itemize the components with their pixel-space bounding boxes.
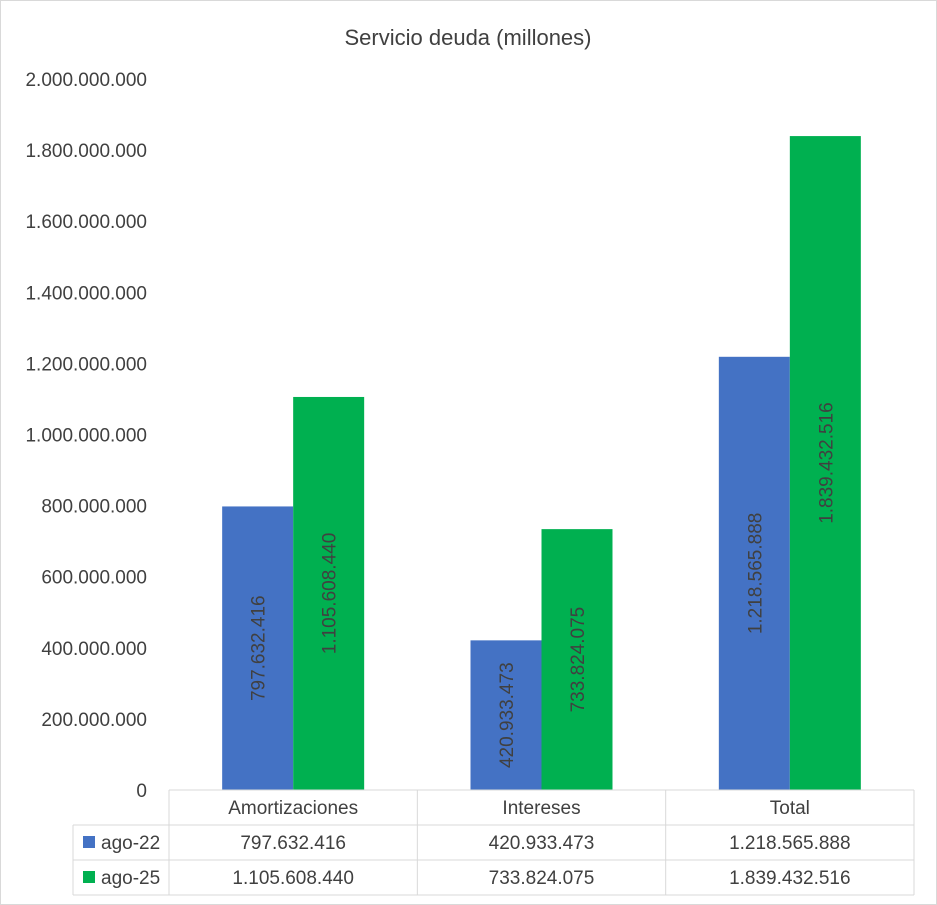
- table-cell: 797.632.416: [240, 833, 346, 854]
- table-cell: 733.824.075: [489, 868, 595, 889]
- y-tick-label: 600.000.000: [41, 568, 147, 589]
- bar-ago-25-intereses: [541, 529, 613, 790]
- bar-data-label: 733.824.075: [568, 607, 589, 713]
- y-tick-label: 1.400.000.000: [25, 283, 147, 304]
- bar-data-label: 797.632.416: [249, 595, 270, 701]
- category-label: Total: [770, 798, 810, 819]
- bar-data-label: 1.105.608.440: [320, 533, 341, 655]
- legend-label: ago-22: [101, 833, 160, 854]
- category-label: Amortizaciones: [228, 798, 358, 819]
- y-tick-label: 800.000.000: [41, 497, 147, 518]
- bar-ago-25-amortizaciones: [293, 396, 365, 790]
- table-cell: 420.933.473: [489, 833, 595, 854]
- y-tick-label: 400.000.000: [41, 639, 147, 660]
- bar-data-label: 1.218.565.888: [745, 513, 766, 635]
- table-cell: 1.839.432.516: [729, 868, 851, 889]
- y-tick-label: 1.200.000.000: [25, 354, 147, 375]
- table-cell: 1.218.565.888: [729, 833, 851, 854]
- legend-swatch: [83, 836, 95, 848]
- bar-data-label: 1.839.432.516: [816, 402, 837, 524]
- y-tick-label: 1.800.000.000: [25, 141, 147, 162]
- y-tick-label: 200.000.000: [41, 710, 147, 731]
- y-tick-label: 0: [136, 781, 147, 802]
- y-axis: 0 200.000.000 400.000.000 600.000.000 800.00…: [25, 70, 147, 802]
- bar-ago-25-total: [789, 136, 861, 791]
- y-tick-label: 1.000.000.000: [25, 426, 147, 447]
- bar-ago-22-intereses: [470, 640, 542, 790]
- bars: 797.632.416 1.105.608.440 420.933.473 733.8…: [222, 136, 861, 791]
- bar-data-label: 420.933.473: [497, 662, 518, 768]
- bar-ago-22-amortizaciones: [222, 506, 294, 790]
- legend-label: ago-25: [101, 868, 160, 889]
- data-table: Amortizaciones Intereses Total ago-22 797.63…: [72, 789, 915, 896]
- y-tick-label: 2.000.000.000: [25, 70, 147, 91]
- bar-ago-22-total: [718, 356, 790, 790]
- legend-swatch: [83, 871, 95, 883]
- chart-title: Servicio deuda (millones): [345, 25, 592, 50]
- category-label: Intereses: [502, 798, 580, 819]
- table-cell: 1.105.608.440: [232, 868, 354, 889]
- y-tick-label: 1.600.000.000: [25, 212, 147, 233]
